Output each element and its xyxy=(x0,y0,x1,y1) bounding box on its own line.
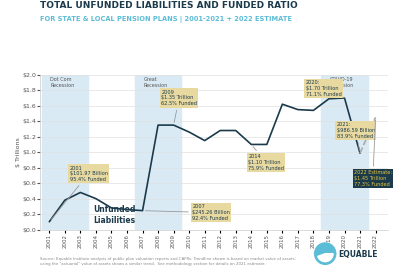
Wedge shape xyxy=(318,254,333,262)
Text: 2009
$1.35 Trillion
62.5% Funded: 2009 $1.35 Trillion 62.5% Funded xyxy=(161,90,197,122)
Bar xyxy=(321,75,368,230)
Text: FOR STATE & LOCAL PENSION PLANS | 2001-2021 + 2022 ESTIMATE: FOR STATE & LOCAL PENSION PLANS | 2001-2… xyxy=(40,16,292,23)
Text: 2007
$245.26 Billion
92.4% Funded: 2007 $245.26 Billion 92.4% Funded xyxy=(145,204,230,221)
Text: 2022 Estimate:
$1.45 Trillion
77.3% Funded: 2022 Estimate: $1.45 Trillion 77.3% Fund… xyxy=(354,120,392,187)
Text: 2021:
$986.59 Billion
83.9% Funded: 2021: $986.59 Billion 83.9% Funded xyxy=(337,122,375,151)
Circle shape xyxy=(315,243,336,264)
Text: Dot Com
Recession: Dot Com Recession xyxy=(50,77,74,88)
Text: Source: Equable Institute analysis of public plan valuation reports and CAFRs. T: Source: Equable Institute analysis of pu… xyxy=(40,257,296,266)
Text: EQUABLE: EQUABLE xyxy=(338,250,378,259)
Text: 2001
$101.97 Billion
95.4% Funded: 2001 $101.97 Billion 95.4% Funded xyxy=(51,166,108,219)
Text: 2020:
$1.70 Trillion
71.1% Funded: 2020: $1.70 Trillion 71.1% Funded xyxy=(306,80,344,98)
Y-axis label: $ Trillions: $ Trillions xyxy=(16,137,20,167)
Text: Unfunded
Liabilities: Unfunded Liabilities xyxy=(93,205,135,225)
Bar xyxy=(135,75,181,230)
Bar xyxy=(42,75,88,230)
Text: TOTAL UNFUNDED LIABILITIES AND FUNDED RATIO: TOTAL UNFUNDED LIABILITIES AND FUNDED RA… xyxy=(40,1,298,10)
Text: Great
Recession: Great Recession xyxy=(143,77,168,88)
Text: COVID-19
Recession: COVID-19 Recession xyxy=(330,77,354,88)
Text: 2014
$1.10 Trillion
75.9% Funded: 2014 $1.10 Trillion 75.9% Funded xyxy=(248,147,284,171)
